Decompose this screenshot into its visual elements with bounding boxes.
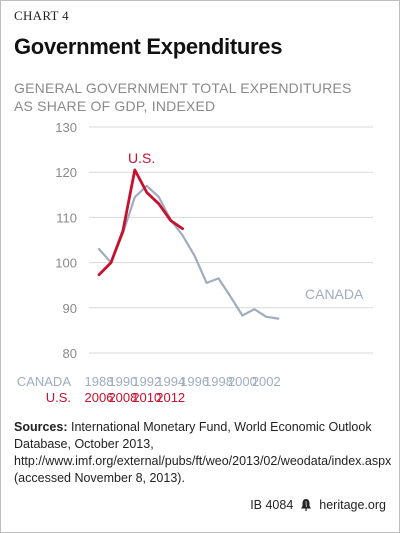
x-tick-label: 1996 [180, 374, 209, 389]
series-label-canada: CANADA [305, 286, 364, 302]
series-lines [97, 168, 280, 320]
x-tick-label: 2006 [85, 390, 114, 405]
x-tick-label: 1992 [132, 374, 161, 389]
chart-subtitle: GENERAL GOVERNMENT TOTAL EXPENDITURES AS… [14, 79, 352, 115]
y-tick-label: 120 [55, 165, 77, 180]
chart-number-label: CHART 4 [14, 8, 69, 23]
liberty-bell-icon [301, 499, 312, 511]
x-tick-label: 2010 [132, 390, 161, 405]
chart-subtitle-line-2: AS SHARE OF GDP, INDEXED [14, 98, 216, 114]
x-tick-label: 2012 [156, 390, 185, 405]
y-tick-label: 130 [55, 120, 77, 135]
y-tick-label: 110 [56, 210, 77, 225]
x-tick-label: 1998 [204, 374, 233, 389]
series-line-canada [97, 184, 280, 320]
x-tick-label: 2008 [108, 390, 137, 405]
x-axis-name: CANADA [17, 374, 72, 389]
x-tick-label: 1990 [108, 374, 137, 389]
y-tick-label: 90 [63, 301, 77, 316]
sources-label: Sources: [14, 420, 68, 434]
chart-subtitle-line-1: GENERAL GOVERNMENT TOTAL EXPENDITURES [14, 80, 352, 96]
x-axis-name: U.S. [46, 390, 71, 405]
chart-title: Government Expenditures [14, 34, 283, 59]
x-tick-label: 2000 [228, 374, 257, 389]
sources-text: International Monetary Fund, World Econo… [14, 420, 392, 485]
sources-note: Sources: International Monetary Fund, Wo… [14, 419, 392, 487]
y-tick-labels: 80 90 100 110 120 130 [55, 120, 77, 361]
gridlines [89, 126, 373, 354]
series-line-us [97, 168, 185, 277]
ib-number: IB 4084 [250, 498, 294, 512]
y-tick-label: 100 [55, 256, 77, 271]
x-tick-label: 2002 [252, 374, 281, 389]
site-name: heritage.org [319, 498, 386, 512]
footer: IB 4084 heritage.org [250, 498, 386, 512]
y-tick-label: 80 [63, 346, 77, 361]
series-label-us: U.S. [128, 150, 155, 166]
x-tick-label: 1994 [156, 374, 185, 389]
series-labels: U.S. CANADA [128, 150, 364, 302]
x-tick-label: 1988 [85, 374, 114, 389]
